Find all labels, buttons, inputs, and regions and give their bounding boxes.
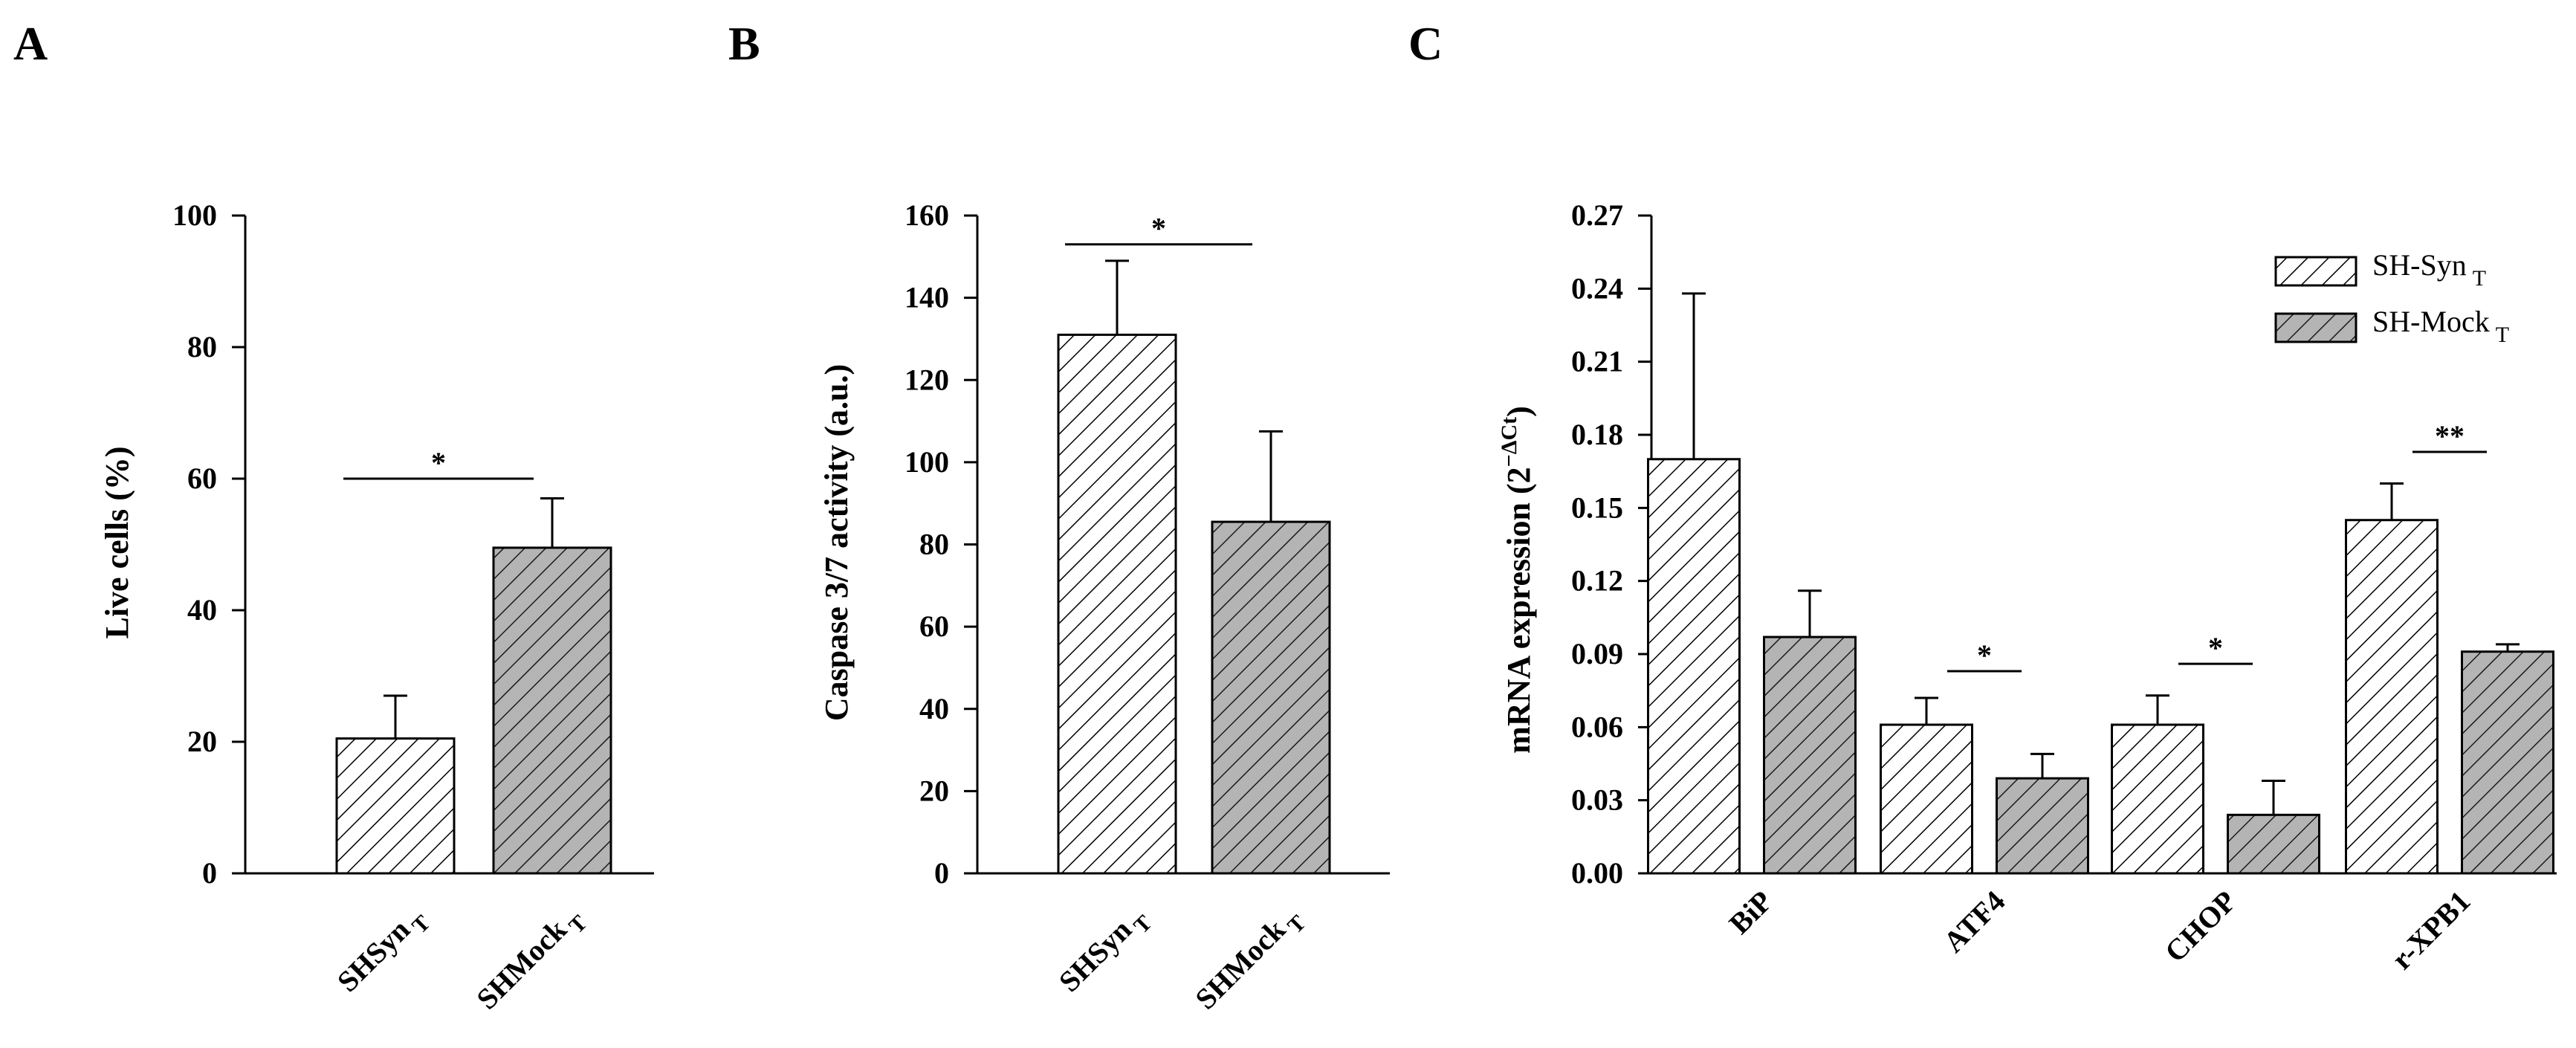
y-tick-label: 160: [904, 198, 949, 232]
y-tick-label: 60: [919, 609, 949, 643]
chart-b-y-axis-label: Caspase 3/7 activity (a.u.): [818, 364, 855, 721]
chart-b-bars: SHSynT SHMockT *: [1052, 212, 1331, 1021]
chart-c-y-axis-label: mRNA expression (2−ΔCt): [1497, 406, 1537, 754]
y-tick-label: 40: [187, 593, 217, 627]
y-tick-label: 40: [919, 692, 949, 725]
x-tick-label: r-XPB1: [2385, 884, 2476, 976]
chart-c-mrna-expression: 0.00 0.03 0.06 0.09 0.12 0.15 0.18 0.21 0.24 0.27…: [1497, 198, 2557, 976]
x-tick-label: SHSynT: [1052, 899, 1157, 1004]
chart-b-y-axis: 0 20 40 60 80 100 120 140 160: [904, 198, 1390, 890]
chart-b-caspase-activity: 0 20 40 60 80 100 120 140 160 SHSynT SHMockT * Cas…: [818, 198, 1390, 1021]
x-tick-label: SHMockT: [470, 899, 592, 1021]
bar: [1763, 635, 1857, 875]
bar: [2111, 723, 2204, 875]
significance-marker: **: [2435, 419, 2465, 453]
x-tick-label: SHSynT: [331, 899, 436, 1004]
bar: [1057, 333, 1177, 875]
legend-label-sh-syn: SH-Syn T: [2372, 248, 2486, 291]
chart-a-bars: SHSynT SHMockT *: [331, 446, 612, 1021]
y-tick-label: 120: [904, 363, 949, 396]
legend-label-sh-mock: SH-Mock T: [2372, 305, 2509, 347]
legend-swatch-sh-mock: [2274, 312, 2357, 343]
y-tick-label: 0: [934, 856, 949, 890]
y-tick-label: 0.18: [1571, 418, 1623, 451]
chart-a-y-axis: 0 20 40 60 80 100: [172, 198, 654, 890]
y-tick-label: 80: [919, 528, 949, 561]
legend-swatch-sh-syn: [2274, 256, 2357, 287]
chart-c-legend: SH-Syn T SH-Mock T: [2274, 248, 2509, 347]
bar: [1880, 723, 1973, 875]
x-tick-label: BiP: [1723, 884, 1779, 941]
x-tick-label: SHMockT: [1188, 899, 1310, 1021]
bar: [1996, 777, 2089, 875]
y-tick-label: 100: [904, 445, 949, 479]
y-tick-label: 0.15: [1571, 491, 1623, 524]
significance-marker: *: [1151, 212, 1166, 245]
panel-label-c: C: [1408, 17, 1443, 70]
bar: [335, 737, 456, 875]
y-tick-label: 0.06: [1571, 710, 1623, 743]
y-tick-label: 0.03: [1571, 783, 1623, 817]
panel-label-a: A: [13, 17, 48, 70]
y-tick-label: 0.21: [1571, 345, 1623, 378]
y-tick-label: 0.27: [1571, 198, 1623, 232]
y-tick-label: 100: [172, 198, 217, 232]
x-tick-label: ATF4: [1937, 884, 2011, 959]
y-tick-label: 140: [904, 281, 949, 314]
bar: [1211, 520, 1331, 875]
y-tick-label: 20: [919, 774, 949, 807]
y-tick-label: 0: [202, 856, 217, 890]
bar: [2345, 519, 2439, 875]
x-tick-label: CHOP: [2158, 884, 2243, 969]
bar: [2461, 650, 2554, 875]
y-tick-label: 60: [187, 462, 217, 495]
y-tick-label: 0.00: [1571, 856, 1623, 890]
bar: [492, 546, 612, 875]
significance-marker: *: [1977, 638, 1992, 672]
chart-a-live-cells: 0 20 40 60 80 100 SHSynT SHMockT * Live cells (…: [99, 198, 654, 1021]
y-tick-label: 0.09: [1571, 637, 1623, 670]
significance-marker: *: [431, 446, 446, 479]
bar: [1647, 458, 1741, 875]
y-tick-label: 0.24: [1571, 271, 1623, 305]
y-tick-label: 80: [187, 330, 217, 363]
chart-a-y-axis-label: Live cells (%): [99, 446, 135, 638]
y-tick-label: 0.12: [1571, 564, 1623, 598]
bar: [2227, 813, 2320, 875]
y-tick-label: 20: [187, 725, 217, 758]
panel-label-b: B: [728, 17, 760, 70]
significance-marker: *: [2208, 631, 2223, 664]
